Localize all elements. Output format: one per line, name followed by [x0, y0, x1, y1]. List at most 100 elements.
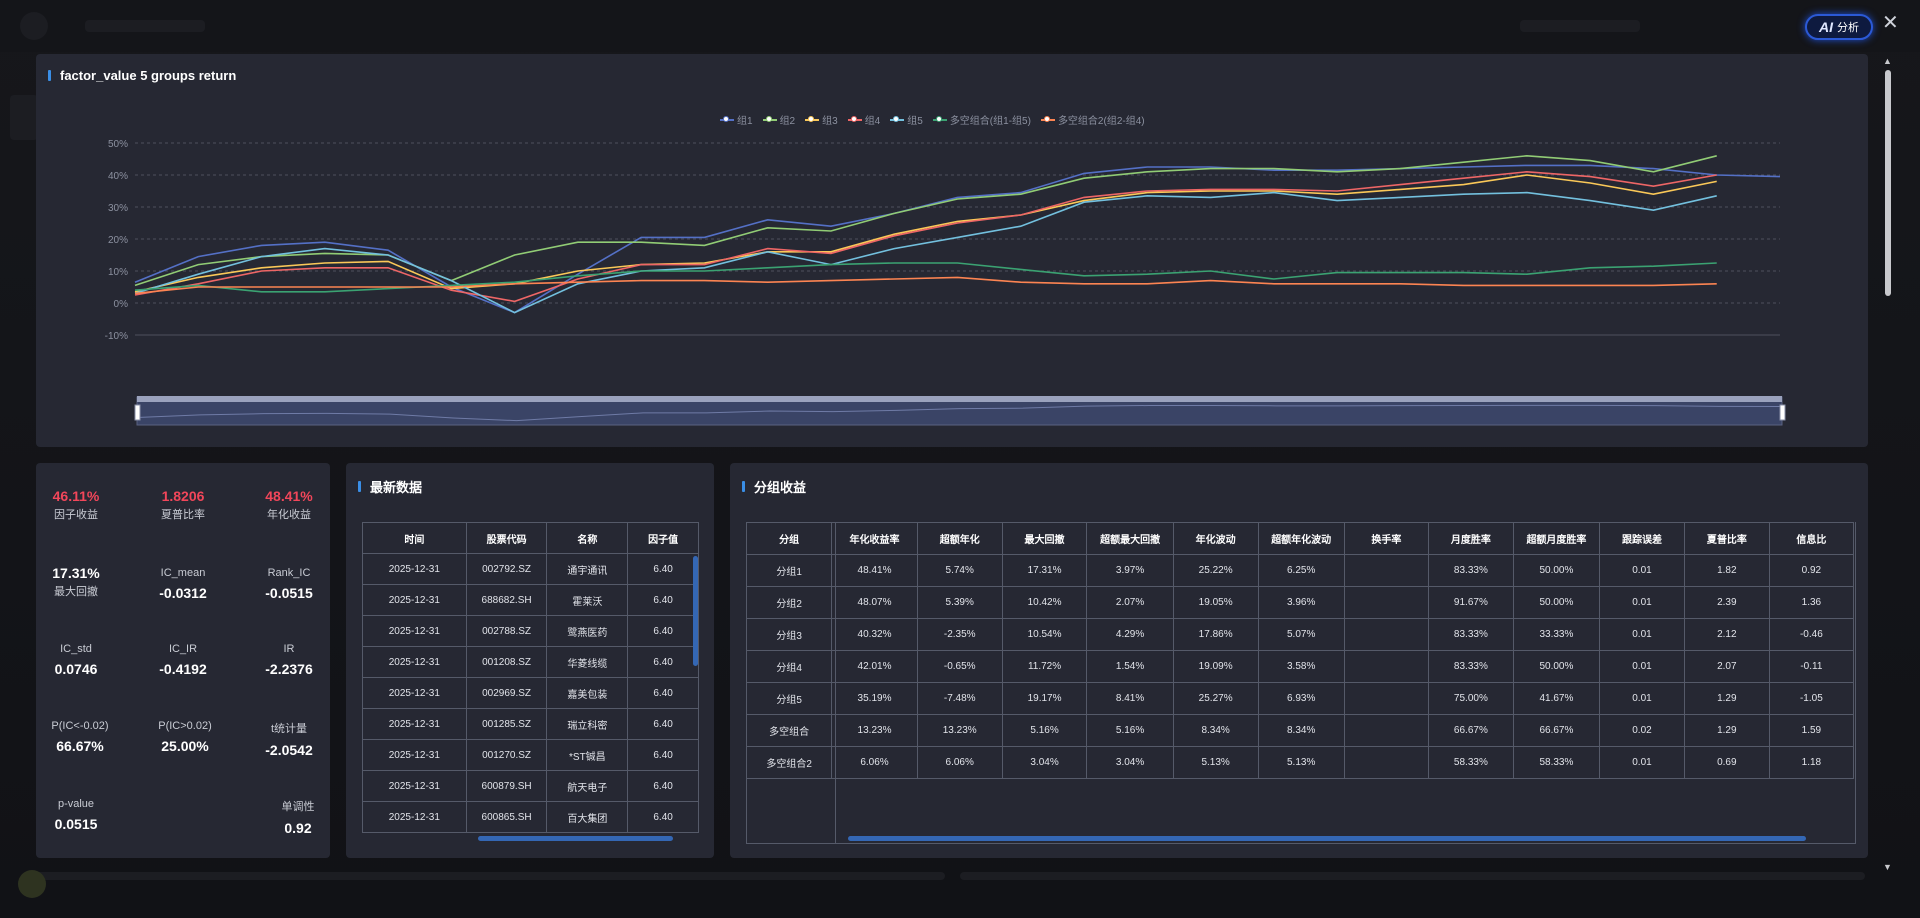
table-cell: 0.69	[1683, 746, 1770, 779]
legend-item[interactable]: 组5	[890, 112, 923, 127]
ir-value: -2.2376	[265, 661, 313, 677]
table-cell: 10.54%	[1001, 618, 1088, 651]
close-icon[interactable]: ✕	[1882, 12, 1899, 34]
legend-label: 组5	[907, 116, 923, 127]
group-header-cell[interactable]: 夏普比率	[1683, 522, 1770, 555]
table-cell: 6.93%	[1257, 682, 1345, 715]
table-row[interactable]: 分组1 48.41% 5.74% 17.31% 3.97% 25.22% 6.25% 83.3…	[747, 554, 1855, 587]
background-card-right	[960, 872, 1865, 880]
table-cell: 2025-12-31	[362, 646, 467, 678]
scroll-up-arrow-icon[interactable]: ▲	[1883, 56, 1892, 66]
legend-item[interactable]: 多空组合(组1-组5)	[932, 112, 1031, 127]
table-row[interactable]: 多空组合2 6.06% 6.06% 3.04% 3.04% 5.13% 5.13% 58.33…	[747, 746, 1855, 779]
table-cell: 6.40	[627, 677, 699, 709]
table-cell: 8.34%	[1257, 714, 1345, 747]
table-cell: 83.33%	[1427, 554, 1514, 587]
group-returns-viewport[interactable]: 分组 年化收益率 超额年化 最大回撤 超额最大回撤 年化波动 超额年化波动 换手率 月度胜率 超额…	[746, 522, 1856, 844]
table-cell: 0.01	[1599, 746, 1685, 779]
max-drawdown-label: 最大回撤	[54, 586, 98, 598]
table-row[interactable]: 多空组合 13.23% 13.23% 5.16% 5.16% 8.34% 8.34% 66.6…	[747, 714, 1855, 747]
table-cell: 1.54%	[1086, 650, 1174, 683]
group-header-cell[interactable]: 分组	[747, 522, 833, 555]
factor-return-label: 因子收益	[54, 509, 98, 521]
table-cell: 5.16%	[1086, 714, 1174, 747]
sharpe-label: 夏普比率	[161, 509, 205, 521]
factor-return-value: 46.11%	[52, 488, 100, 504]
group-returns-title: 分组收益	[742, 477, 806, 496]
table-row[interactable]: 2025-12-31 600879.SH 航天电子 6.40	[362, 770, 699, 802]
latest-data-hscrollbar[interactable]	[478, 836, 673, 841]
table-cell: 6.40	[627, 646, 699, 678]
group-returns-hscrollbar[interactable]	[848, 836, 1806, 841]
latest-data-vscrollbar[interactable]	[693, 556, 698, 666]
table-row[interactable]: 2025-12-31 001270.SZ *ST铖昌 6.40	[362, 739, 699, 771]
scroll-down-arrow-icon[interactable]: ▼	[1883, 862, 1892, 872]
table-row[interactable]: 分组4 42.01% -0.65% 11.72% 1.54% 19.09% 3.58% 83.…	[747, 650, 1855, 683]
background-card-left	[35, 872, 945, 880]
table-cell: 3.58%	[1257, 650, 1345, 683]
legend-item[interactable]: 多空组合2(组2-组4)	[1040, 112, 1145, 127]
table-cell: 41.67%	[1512, 682, 1601, 715]
table-cell: -0.46	[1768, 618, 1855, 651]
table-row[interactable]: 分组2 48.07% 5.39% 10.42% 2.07% 19.05% 3.96% 91.6…	[747, 586, 1855, 619]
table-cell: 50.00%	[1512, 554, 1601, 587]
legend-item[interactable]: 组2	[762, 112, 795, 127]
group-header-cell[interactable]: 月度胜率	[1427, 522, 1514, 555]
group-header-cell[interactable]: 跟踪误差	[1599, 522, 1685, 555]
legend-marker-icon	[720, 115, 734, 124]
legend-item[interactable]: 组1	[720, 112, 753, 127]
annual-return-label: 年化收益	[267, 509, 311, 521]
table-cell: 25.27%	[1172, 682, 1259, 715]
stats-panel	[36, 463, 330, 858]
group-header-cell[interactable]: 超额年化	[916, 522, 1003, 555]
legend-item[interactable]: 组4	[847, 112, 880, 127]
table-cell: 分组3	[747, 618, 833, 651]
ic-ir-value: -0.4192	[159, 661, 207, 677]
group-header-cell[interactable]: 年化波动	[1172, 522, 1259, 555]
latest-header-code[interactable]: 股票代码	[465, 522, 548, 554]
table-cell: 霍莱沃	[546, 584, 629, 616]
modal-scrollbar[interactable]	[1885, 70, 1891, 296]
table-cell: 1.36	[1768, 586, 1855, 619]
latest-header-factor[interactable]: 因子值	[627, 522, 699, 554]
group-header-cell[interactable]: 年化收益率	[831, 522, 918, 555]
latest-data-viewport[interactable]: 时间 股票代码 名称 因子值 2025-12-31 002792.SZ 通宇通讯 6.…	[362, 522, 699, 842]
group-header-cell[interactable]: 超额最大回撤	[1086, 522, 1174, 555]
table-cell: 600865.SH	[465, 801, 548, 833]
ai-analysis-button[interactable]: AI 分析	[1805, 14, 1873, 40]
table-cell: 83.33%	[1427, 650, 1514, 683]
latest-header-name[interactable]: 名称	[546, 522, 629, 554]
table-row[interactable]: 2025-12-31 002969.SZ 嘉美包装 6.40	[362, 677, 699, 709]
table-cell: 50.00%	[1512, 586, 1601, 619]
latest-header-time[interactable]: 时间	[362, 522, 467, 554]
table-row[interactable]: 分组5 35.19% -7.48% 19.17% 8.41% 25.27% 6.93% 75.…	[747, 682, 1855, 715]
ic-mean-label: IC_mean	[160, 567, 206, 579]
table-row[interactable]: 2025-12-31 688682.SH 霍莱沃 6.40	[362, 584, 699, 616]
table-cell: 0.01	[1599, 554, 1685, 587]
table-row[interactable]: 分组3 40.32% -2.35% 10.54% 4.29% 17.86% 5.07% 83.…	[747, 618, 1855, 651]
table-row[interactable]: 2025-12-31 002792.SZ 通宇通讯 6.40	[362, 553, 699, 585]
table-cell: 1.29	[1683, 714, 1770, 747]
ic-ir-label: IC_IR	[168, 643, 198, 655]
table-cell: 2.07%	[1086, 586, 1174, 619]
table-row[interactable]: 2025-12-31 001208.SZ 华菱线缆 6.40	[362, 646, 699, 678]
group-header-cell[interactable]: 换手率	[1343, 522, 1429, 555]
group-header-cell[interactable]: 最大回撤	[1001, 522, 1088, 555]
group-header-cell[interactable]: 信息比	[1768, 522, 1855, 555]
table-cell: 001208.SZ	[465, 646, 548, 678]
ir-stat: IR -2.2376	[253, 641, 325, 677]
table-cell: -2.35%	[916, 618, 1003, 651]
ai-analysis-label: 分析	[1837, 22, 1859, 34]
table-row[interactable]: 2025-12-31 600865.SH 百大集团 6.40	[362, 801, 699, 833]
ic-std-label: IC_std	[60, 643, 92, 655]
group-header-cell[interactable]: 超额月度胜率	[1512, 522, 1601, 555]
annual-return-stat: 48.41% 年化收益	[253, 488, 325, 522]
legend-item[interactable]: 组3	[805, 112, 838, 127]
legend-label: 组1	[737, 116, 753, 127]
group-header-cell[interactable]: 超额年化波动	[1257, 522, 1345, 555]
table-cell: 91.67%	[1427, 586, 1514, 619]
table-row[interactable]: 2025-12-31 002788.SZ 鹭燕医药 6.40	[362, 615, 699, 647]
table-row[interactable]: 2025-12-31 001285.SZ 瑞立科密 6.40	[362, 708, 699, 740]
table-cell: 33.33%	[1512, 618, 1601, 651]
ic-std-value: 0.0746	[54, 661, 98, 677]
